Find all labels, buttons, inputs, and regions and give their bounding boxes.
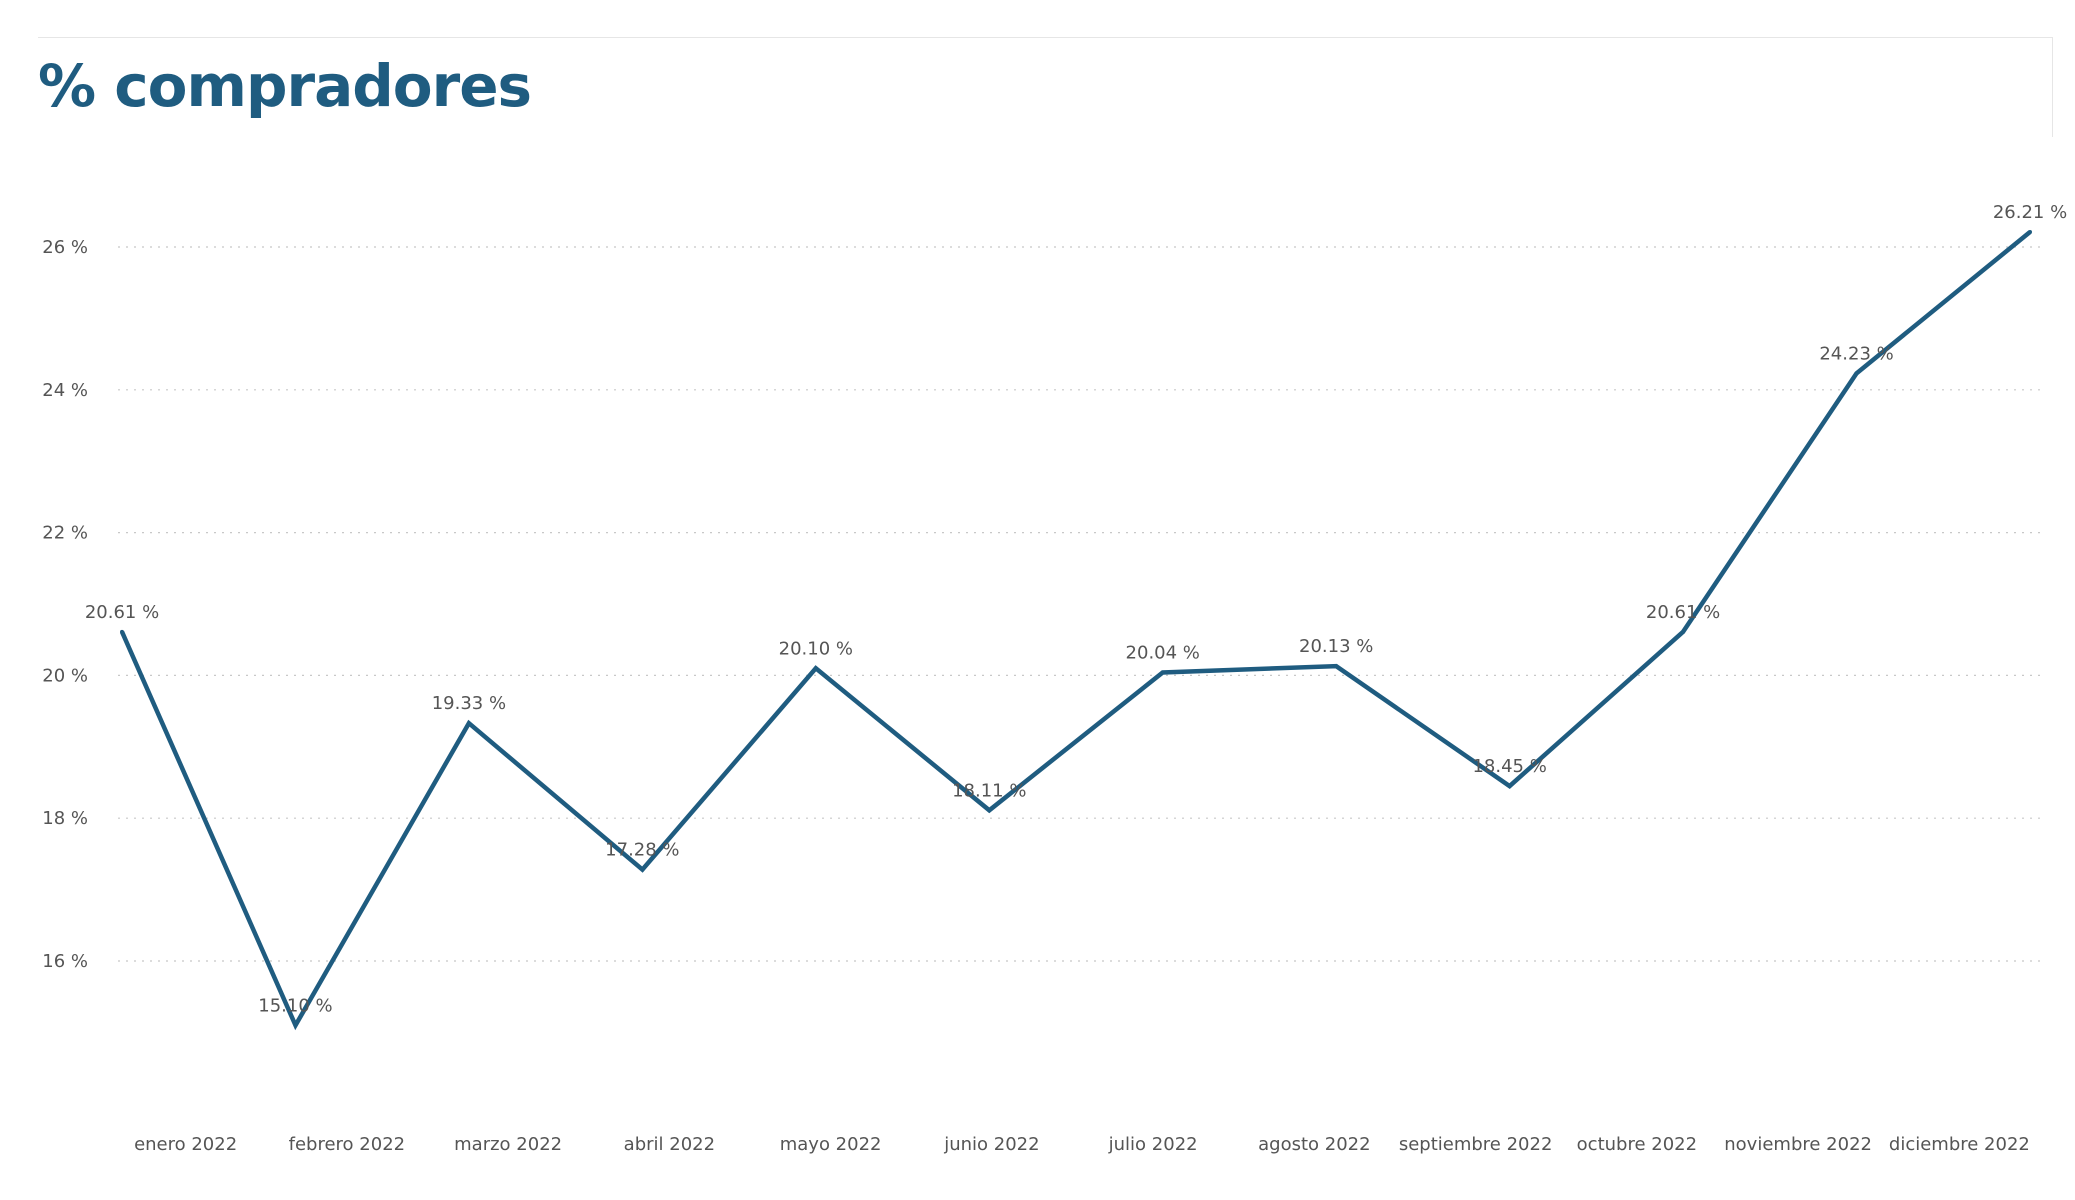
x-tick-label: junio 2022 <box>943 1134 1039 1155</box>
x-tick-label: abril 2022 <box>624 1134 715 1155</box>
data-label: 20.13 % <box>1299 636 1373 657</box>
data-label: 24.23 % <box>1819 343 1893 364</box>
data-label: 19.33 % <box>432 693 506 714</box>
data-label: 18.11 % <box>952 780 1026 801</box>
data-point <box>1681 629 1686 634</box>
series-line <box>119 230 2032 1031</box>
data-label: 20.10 % <box>779 638 853 659</box>
x-tick-label: febrero 2022 <box>289 1134 405 1155</box>
data-label: 20.61 % <box>85 602 159 623</box>
x-tick-label: noviembre 2022 <box>1724 1134 1872 1155</box>
y-tick-label: 20 % <box>42 665 88 686</box>
data-point <box>1334 664 1339 669</box>
grid-lines <box>118 246 2045 962</box>
y-axis: 16 % 18 % 20 % 22 % 24 % 26 % <box>42 237 88 972</box>
data-point <box>1507 784 1512 789</box>
x-tick-label: septiembre 2022 <box>1399 1134 1553 1155</box>
chart-title: % compradores <box>38 52 532 120</box>
series-group <box>119 230 2032 1031</box>
y-tick-label: 26 % <box>42 237 88 258</box>
data-point <box>2028 230 2032 235</box>
data-point <box>640 867 645 872</box>
x-tick-label: marzo 2022 <box>454 1134 562 1155</box>
y-tick-label: 24 % <box>42 380 88 401</box>
data-point <box>120 629 124 634</box>
y-tick-label: 18 % <box>42 808 88 829</box>
y-tick-label: 22 % <box>42 523 88 544</box>
data-label: 26.21 % <box>1993 202 2067 223</box>
x-tick-label: agosto 2022 <box>1258 1134 1370 1155</box>
x-axis: enero 2022 febrero 2022 marzo 2022 abril 20… <box>134 1134 2030 1155</box>
data-point <box>466 721 471 726</box>
x-tick-label: enero 2022 <box>134 1134 237 1155</box>
data-point <box>987 808 992 813</box>
data-labels: 20.61 % 15.10 % 19.33 % 17.28 % 20.10 % 18.11… <box>85 202 2067 1016</box>
y-tick-label: 16 % <box>42 951 88 972</box>
data-label: 15.10 % <box>258 995 332 1016</box>
data-point <box>1854 371 1859 376</box>
x-tick-label: julio 2022 <box>1108 1134 1198 1155</box>
data-label: 18.45 % <box>1472 756 1546 777</box>
x-tick-label: octubre 2022 <box>1577 1134 1697 1155</box>
data-label: 17.28 % <box>605 840 679 861</box>
data-point <box>293 1023 298 1028</box>
data-point <box>1160 670 1165 675</box>
frame-border-right <box>2052 37 2053 137</box>
data-label: 20.61 % <box>1646 602 1720 623</box>
data-point <box>813 666 818 671</box>
x-tick-label: mayo 2022 <box>780 1134 882 1155</box>
data-label: 20.04 % <box>1126 643 1200 664</box>
x-tick-label: diciembre 2022 <box>1889 1134 2030 1155</box>
frame-border-top <box>38 37 2053 38</box>
